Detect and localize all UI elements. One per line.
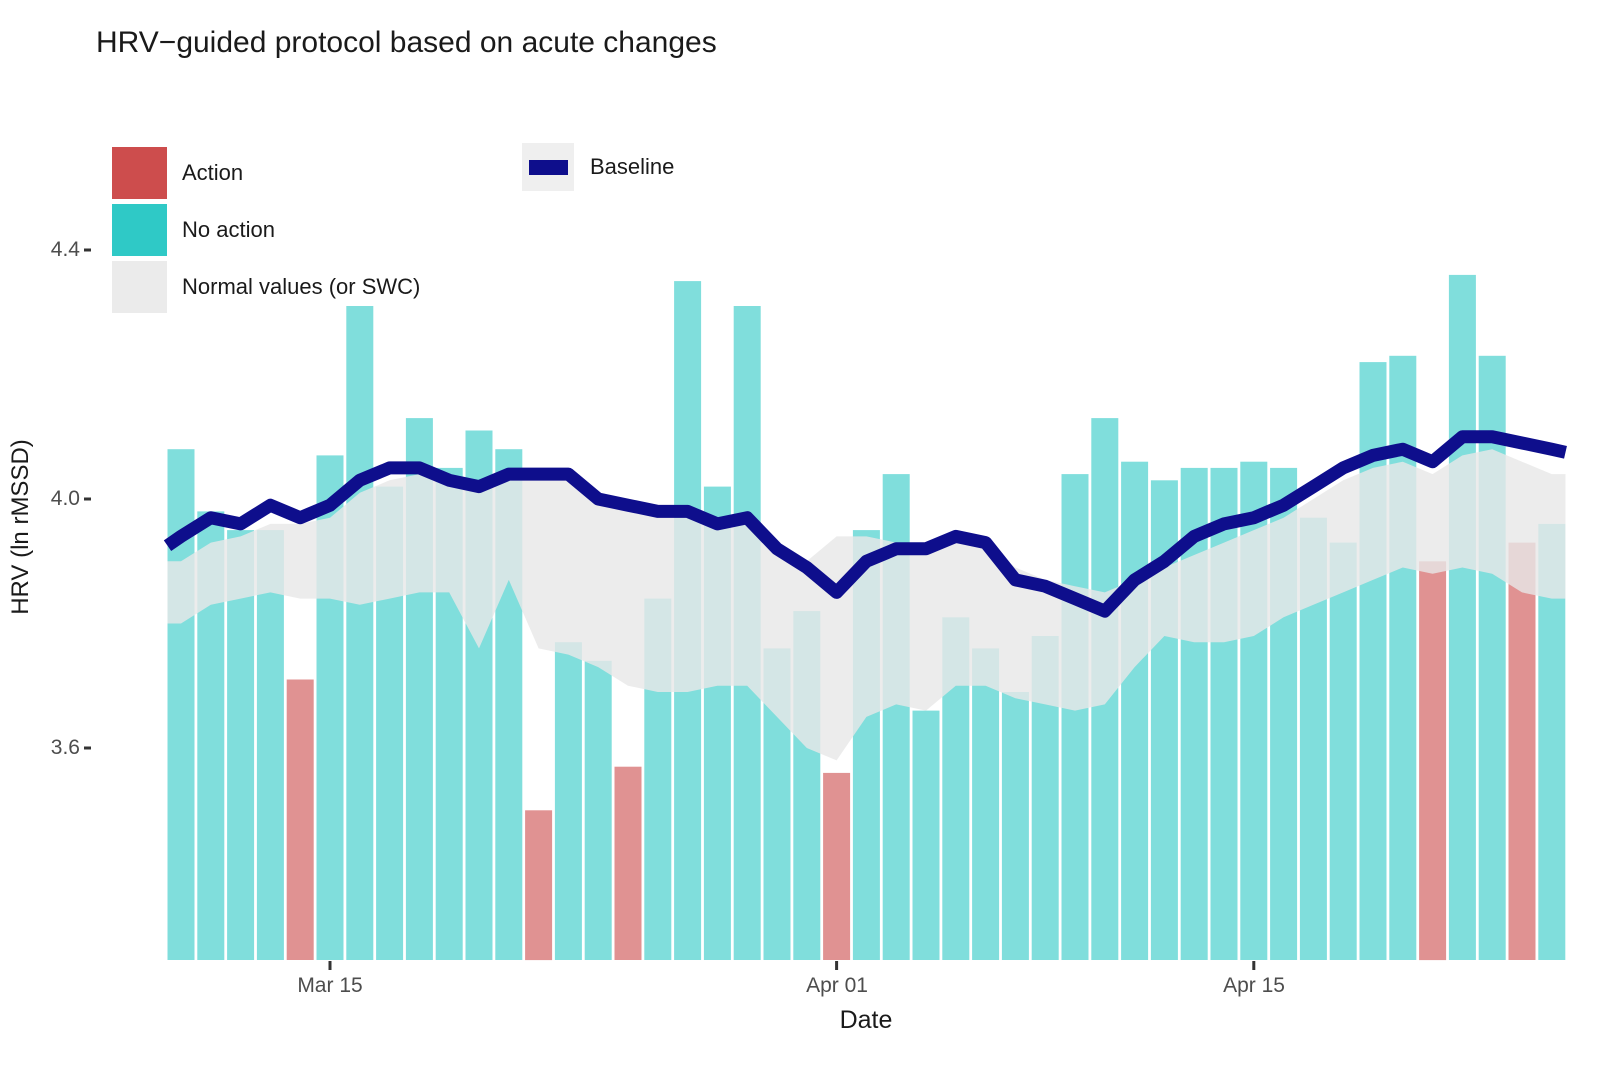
no-action-bar-apr-07 — [1001, 692, 1029, 960]
no-action-bar-mar-16 — [346, 306, 374, 960]
action-bar-apr-21 — [1419, 561, 1447, 961]
baseline-line — [163, 430, 1567, 618]
action-bar-mar-14 — [286, 679, 314, 960]
legend-label-baseline: Baseline — [590, 154, 675, 179]
legend-item-normal-values: Normal values (or SWC) — [112, 261, 420, 313]
x-tick-mark-Apr-01 — [835, 961, 839, 970]
normal-values-swatch — [112, 261, 167, 313]
chart-title: HRV−guided protocol based on acute chang… — [96, 26, 717, 59]
action-bar-mar-22 — [525, 810, 553, 961]
y-tick-mark-3.6 — [84, 746, 91, 750]
no-action-bar-mar-13 — [256, 530, 284, 960]
legend-label-no-action: No action — [182, 217, 275, 242]
x-tick-label-Mar-15: Mar 15 — [297, 974, 363, 997]
y-tick-mark-4.0 — [84, 497, 91, 501]
y-tick-label-3.6: 3.6 — [50, 736, 80, 759]
legend-label-normal-values: Normal values (or SWC) — [182, 274, 421, 299]
legend-item-action: Action — [112, 147, 243, 199]
no-action-bar-mar-23 — [554, 642, 582, 960]
no-action-bar-apr-09 — [1061, 474, 1089, 960]
action-bar-mar-25 — [614, 766, 642, 960]
x-tick-label-Apr-15: Apr 15 — [1223, 974, 1285, 997]
no-action-bar-apr-04 — [912, 710, 940, 960]
no-action-bar-apr-11 — [1121, 461, 1149, 960]
no-action-bar-apr-23 — [1478, 355, 1506, 960]
x-tick-mark-Apr-15 — [1252, 961, 1256, 970]
x-tick-mark-Mar-15 — [328, 961, 332, 970]
action-bar-apr-01 — [823, 772, 851, 960]
baseline-legend-key — [522, 143, 574, 191]
legend-label-action: Action — [182, 160, 244, 185]
y-tick-mark-4.4 — [84, 248, 91, 252]
x-tick-label-Apr-01: Apr 01 — [806, 974, 868, 997]
y-tick-label-4.0: 4.0 — [50, 487, 80, 510]
x-axis-title: Date — [839, 1006, 893, 1034]
no-action-swatch — [112, 204, 167, 256]
normal-values-ribbon — [167, 449, 1566, 761]
y-tick-label-4.4: 4.4 — [50, 238, 80, 261]
action-bar-apr-24 — [1508, 542, 1536, 960]
legend-item-no-action: No action — [112, 204, 275, 256]
baseline-line-icon — [528, 159, 568, 175]
no-action-bar-apr-06 — [972, 648, 1000, 960]
no-action-bar-mar-24 — [584, 660, 612, 960]
no-action-bar-mar-12 — [227, 530, 255, 960]
no-action-bar-apr-18 — [1329, 542, 1357, 960]
no-action-bar-apr-22 — [1448, 274, 1476, 960]
action-swatch — [112, 147, 167, 199]
